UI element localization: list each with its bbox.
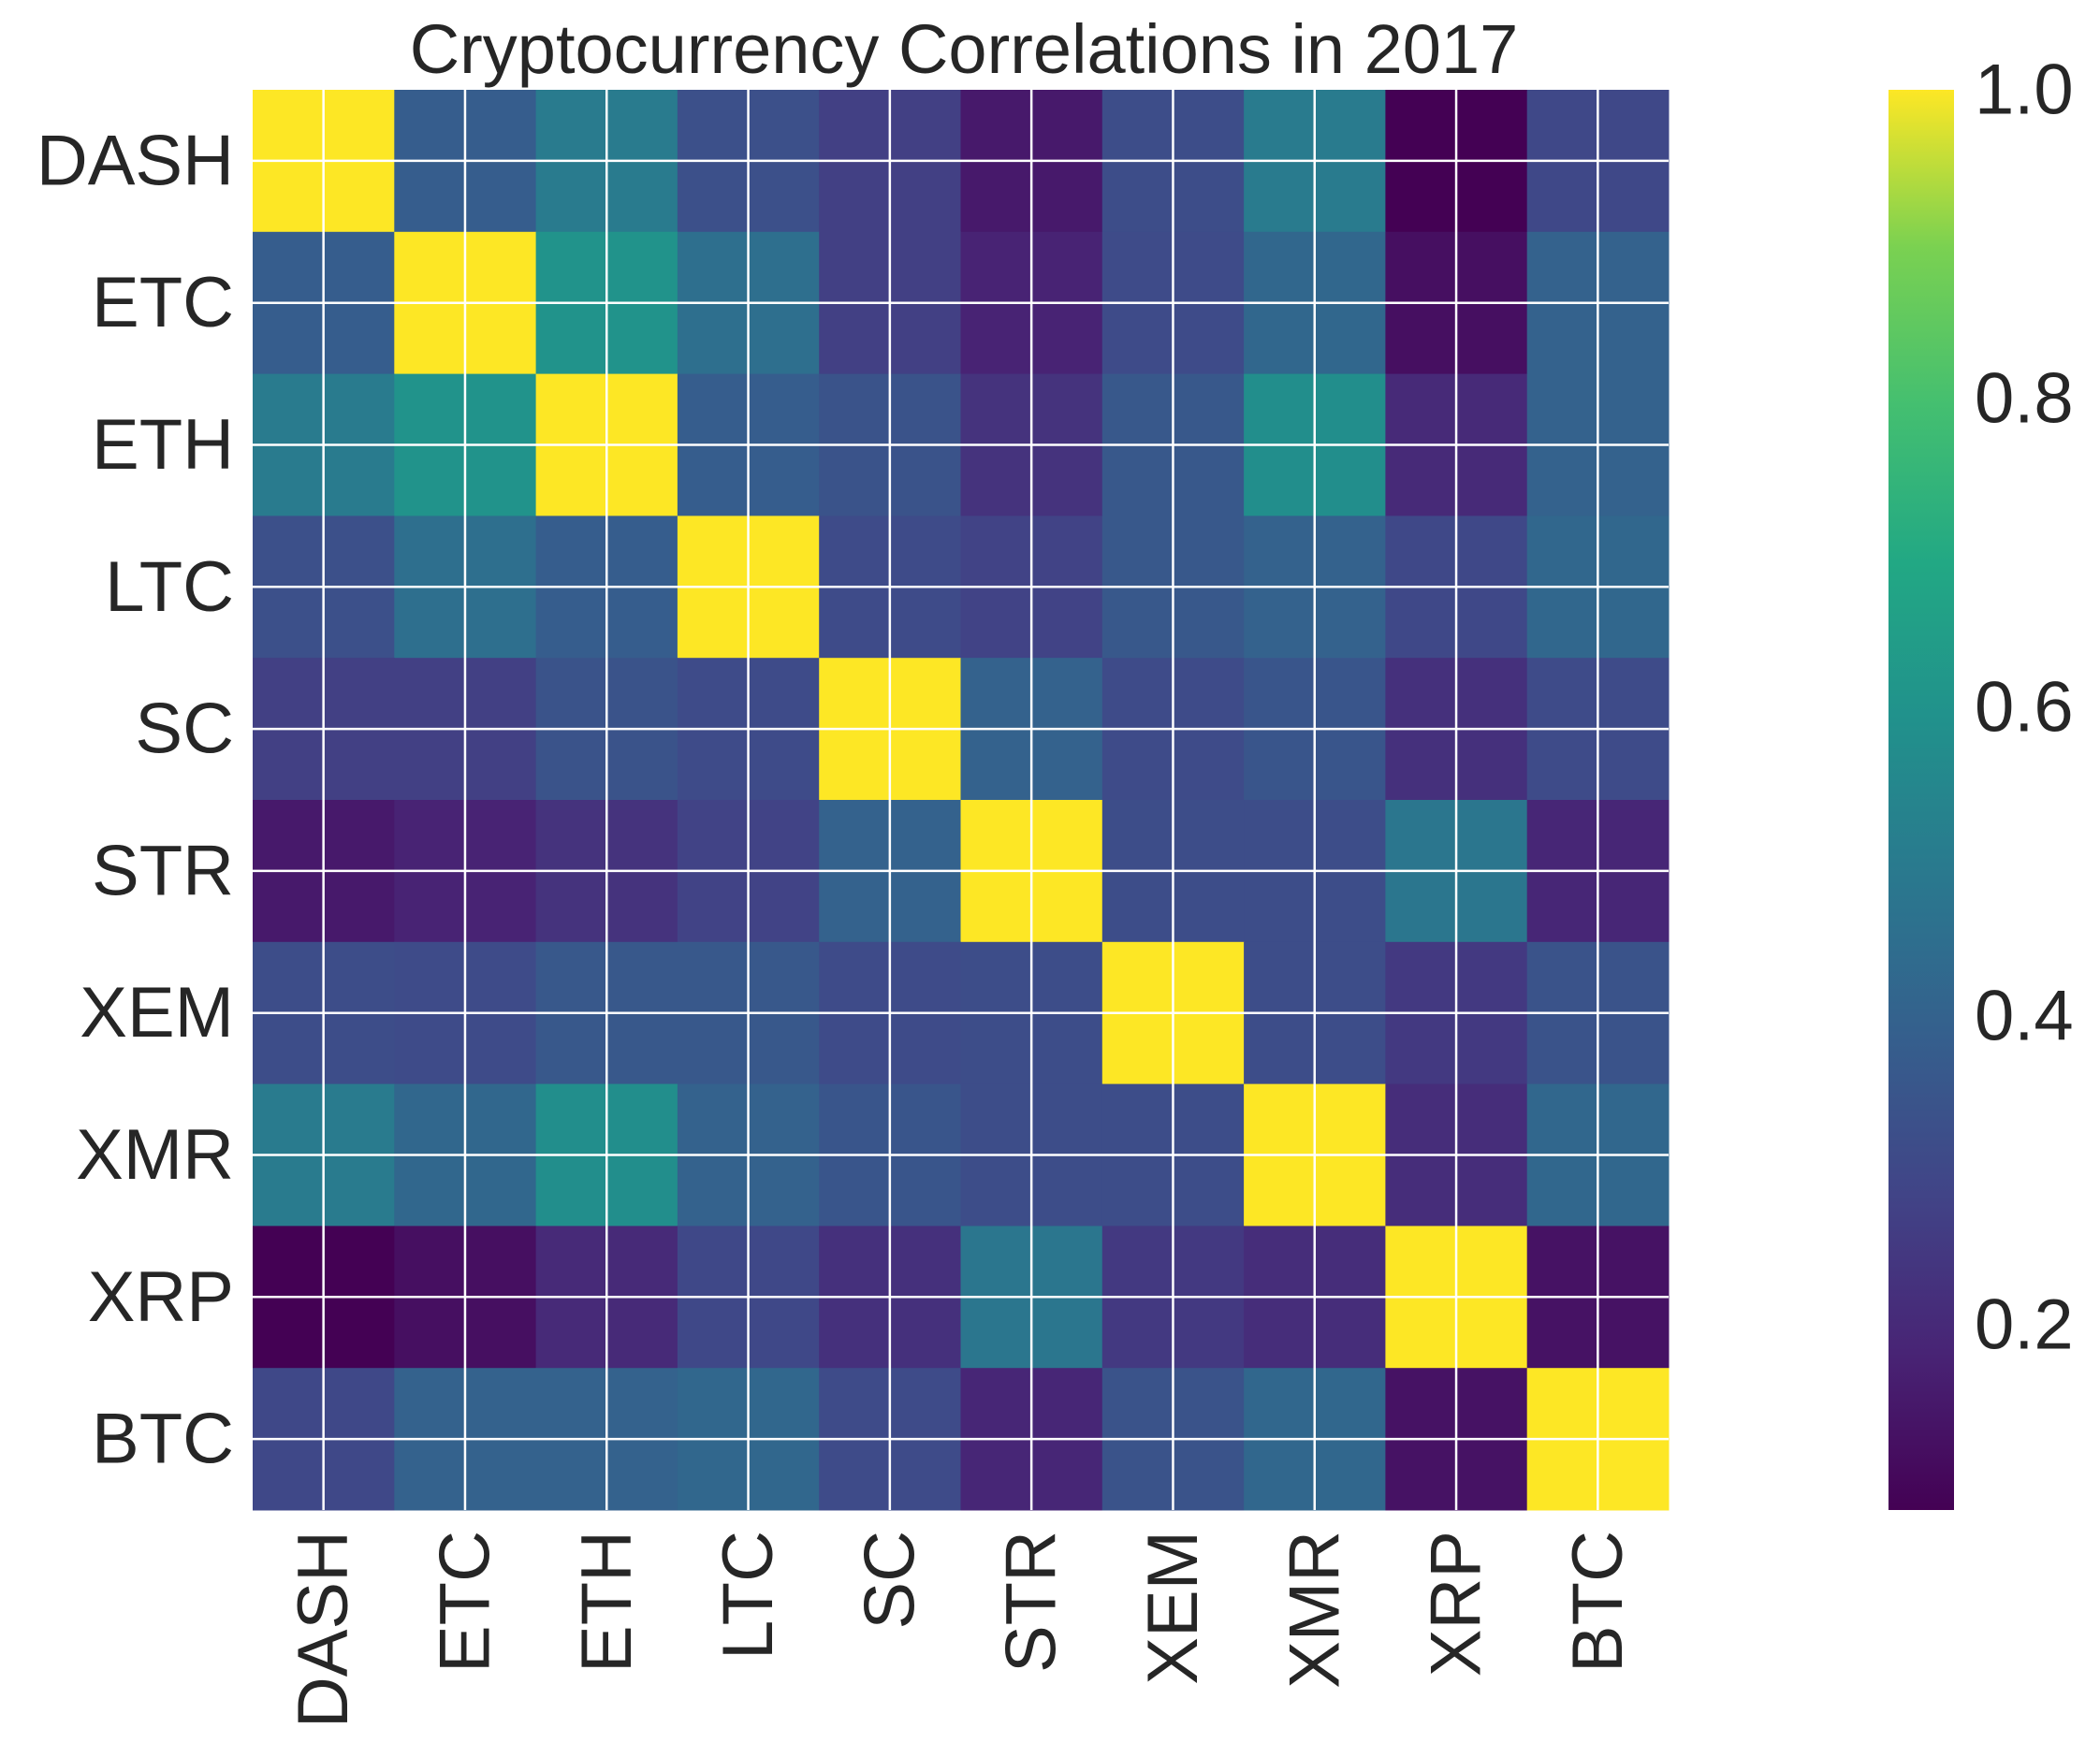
x-tick-label-btc: BTC bbox=[1558, 1531, 1638, 1673]
x-tick-label-etc: ETC bbox=[425, 1531, 504, 1673]
x-tick-labels: DASH ETC ETH LTC SC STR XEM XMR XRP BTC bbox=[284, 1531, 1638, 1728]
y-tick-labels: DASH ETC ETH LTC SC STR XEM XMR XRP BTC bbox=[36, 121, 234, 1478]
y-tick-label-sc: SC bbox=[135, 690, 234, 769]
x-tick-label-sc: SC bbox=[850, 1531, 929, 1630]
colorbar-tick-label: 0.6 bbox=[1975, 668, 2074, 748]
x-tick-label-eth: ETH bbox=[567, 1531, 647, 1673]
x-tick-label-xem: XEM bbox=[1133, 1531, 1213, 1685]
colorbar-tick-label: 1.0 bbox=[1975, 51, 2074, 130]
y-tick-label-str: STR bbox=[92, 831, 234, 910]
y-tick-label-btc: BTC bbox=[92, 1400, 234, 1479]
y-tick-label-xmr: XMR bbox=[76, 1115, 234, 1195]
x-tick-label-xmr: XMR bbox=[1275, 1531, 1354, 1689]
colorbar-tick-label: 0.2 bbox=[1975, 1285, 2074, 1365]
x-tick-label-xrp: XRP bbox=[1417, 1531, 1496, 1677]
colorbar: 0.2 0.4 0.6 0.8 1.0 bbox=[1889, 51, 2074, 1510]
colorbar-gradient bbox=[1889, 90, 1954, 1510]
x-tick-label-str: STR bbox=[992, 1531, 1072, 1673]
y-tick-label-eth: ETH bbox=[92, 405, 234, 485]
heatmap-gridlines bbox=[253, 90, 1669, 1510]
y-tick-label-xem: XEM bbox=[80, 973, 234, 1053]
colorbar-ticks: 0.2 0.4 0.6 0.8 1.0 bbox=[1975, 51, 2074, 1365]
x-tick-label-dash: DASH bbox=[284, 1531, 363, 1728]
colorbar-tick-label: 0.4 bbox=[1975, 977, 2074, 1056]
chart-title: Cryptocurrency Correlations in 2017 bbox=[410, 10, 1519, 88]
colorbar-tick-label: 0.8 bbox=[1975, 359, 2074, 439]
y-tick-label-xrp: XRP bbox=[88, 1257, 234, 1337]
y-tick-label-ltc: LTC bbox=[105, 547, 234, 627]
y-tick-label-etc: ETC bbox=[92, 263, 234, 342]
x-tick-label-ltc: LTC bbox=[708, 1531, 788, 1660]
y-tick-label-dash: DASH bbox=[36, 121, 234, 200]
